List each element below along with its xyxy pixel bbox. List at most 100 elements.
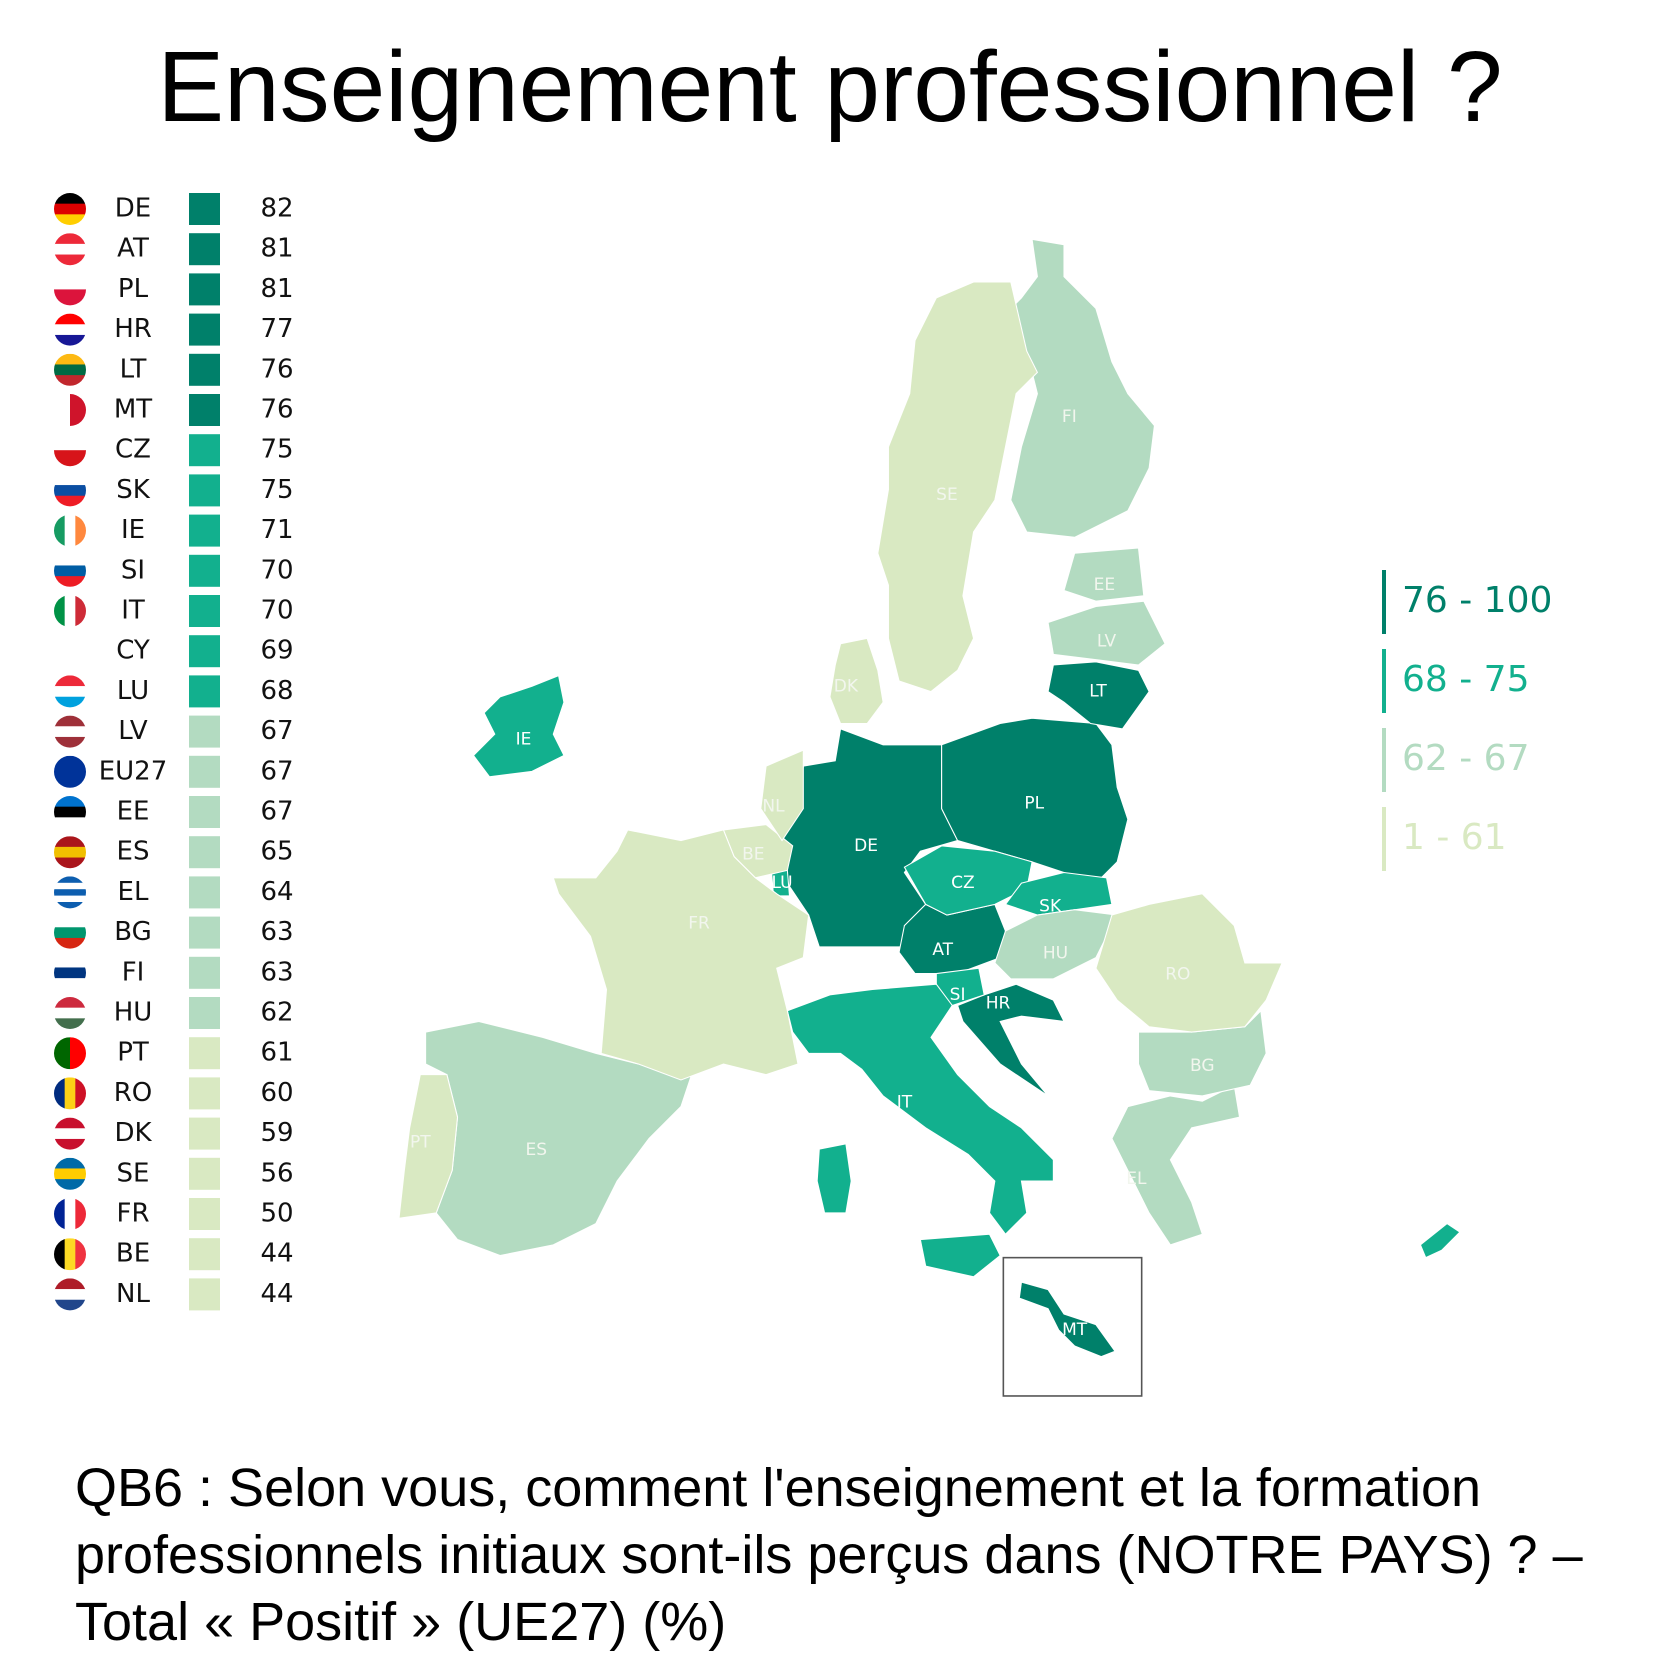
- flag-stripe: [54, 554, 86, 566]
- legend-swatch: [189, 554, 220, 587]
- country-code: IT: [121, 596, 145, 626]
- flag-stripe: [54, 715, 86, 727]
- legend-swatch: [189, 796, 220, 828]
- map-label: RO: [1165, 965, 1190, 985]
- country-value: 56: [260, 1158, 293, 1188]
- bin-label: 1 - 61: [1402, 817, 1507, 858]
- legend-swatch: [189, 313, 220, 346]
- country-code: DK: [114, 1118, 152, 1148]
- flag: [54, 514, 86, 547]
- country-value: 60: [260, 1078, 293, 1108]
- bin-bar: [1382, 728, 1386, 792]
- flag: [54, 836, 86, 869]
- map-label: LV: [1097, 632, 1117, 652]
- country-code: FI: [122, 957, 145, 987]
- map-label: HR: [986, 993, 1011, 1013]
- flag-stripe: [54, 635, 86, 668]
- country-shape: [1095, 893, 1283, 1033]
- bin-bar: [1382, 570, 1386, 634]
- flag: [54, 715, 86, 748]
- country-value: 69: [260, 636, 293, 666]
- country-code: AT: [117, 234, 149, 264]
- flag-stripe: [54, 1198, 66, 1230]
- country-value: 81: [260, 234, 293, 264]
- country-value: 70: [260, 555, 293, 585]
- flag: [54, 554, 86, 587]
- country-value: 77: [260, 314, 293, 344]
- legend-swatch: [189, 836, 220, 869]
- flag-stripe: [54, 485, 86, 497]
- map-label: DE: [854, 836, 878, 856]
- flag-stripe: [54, 895, 86, 903]
- flag-stripe: [54, 846, 86, 859]
- map-label: NL: [762, 797, 785, 817]
- legend-swatch: [189, 273, 220, 306]
- flag-stripe: [54, 233, 86, 245]
- flag-stripe: [54, 450, 86, 467]
- flag-stripe: [54, 1289, 86, 1301]
- country-value: 44: [260, 1239, 293, 1269]
- country-value: 75: [260, 475, 293, 505]
- country-code: EE: [117, 797, 150, 827]
- country-value: 61: [260, 1038, 293, 1068]
- legend-swatch: [189, 715, 220, 748]
- country-shape: [919, 1233, 1001, 1278]
- country-value: 63: [260, 917, 293, 947]
- flag-stripe: [54, 273, 86, 290]
- legend-swatch: [189, 755, 220, 788]
- flag: [54, 233, 86, 266]
- map-label: EL: [1126, 1169, 1147, 1189]
- country-shape: [941, 717, 1129, 884]
- map-label: FI: [1062, 407, 1077, 427]
- country-shape: [956, 983, 1065, 1097]
- flag-stripe: [54, 1018, 86, 1029]
- legend-swatch: [189, 1238, 220, 1271]
- chart-title: Enseigne­ment professionnel ?: [157, 31, 1503, 143]
- flag-stripe: [54, 937, 86, 949]
- country-shape: [398, 1074, 459, 1219]
- flag-stripe: [54, 334, 86, 346]
- flag-stripe: [54, 1238, 66, 1271]
- country-code: RO: [114, 1078, 153, 1108]
- legend-swatch: [189, 1077, 220, 1110]
- country-shape: [1018, 1281, 1116, 1358]
- map-label: AT: [932, 940, 953, 960]
- country-value: 81: [260, 274, 293, 304]
- country-shape: [722, 824, 794, 879]
- map-label: MT: [1062, 1320, 1088, 1340]
- country-code: LV: [118, 716, 148, 746]
- flag-stripe: [54, 353, 86, 365]
- country-code: SI: [121, 555, 145, 585]
- map-label: IE: [516, 729, 532, 749]
- flag-stripe: [75, 514, 86, 547]
- map-label: HU: [1043, 943, 1068, 963]
- country-code: ES: [117, 837, 150, 867]
- map-label: ES: [525, 1140, 547, 1160]
- country-code: HU: [114, 998, 153, 1028]
- country-shape: [786, 983, 1054, 1236]
- legend-swatch: [189, 514, 220, 547]
- flag-stripe: [54, 1138, 86, 1150]
- flag-stripe: [54, 313, 86, 325]
- flag: [54, 1117, 86, 1150]
- flag: [54, 1278, 86, 1311]
- flag-stripe: [54, 675, 86, 687]
- country-value: 71: [260, 515, 293, 545]
- inset-box: [1002, 1256, 1143, 1397]
- flag: [54, 193, 86, 225]
- country-shape: [1047, 661, 1150, 730]
- legend-swatch: [189, 635, 220, 668]
- country-code: PT: [117, 1038, 149, 1068]
- map-label: SK: [1039, 897, 1062, 917]
- country-value: 63: [260, 957, 293, 987]
- flag-stripe: [54, 1077, 66, 1110]
- country-value: 75: [260, 435, 293, 465]
- flag-stripe: [64, 595, 76, 627]
- flag-stripe: [54, 1299, 86, 1311]
- legend-swatch: [189, 394, 220, 426]
- country-value: 65: [260, 837, 293, 867]
- country-value: 82: [260, 194, 293, 224]
- flag-stripe: [54, 736, 86, 748]
- bin-label: 76 - 100: [1402, 580, 1552, 621]
